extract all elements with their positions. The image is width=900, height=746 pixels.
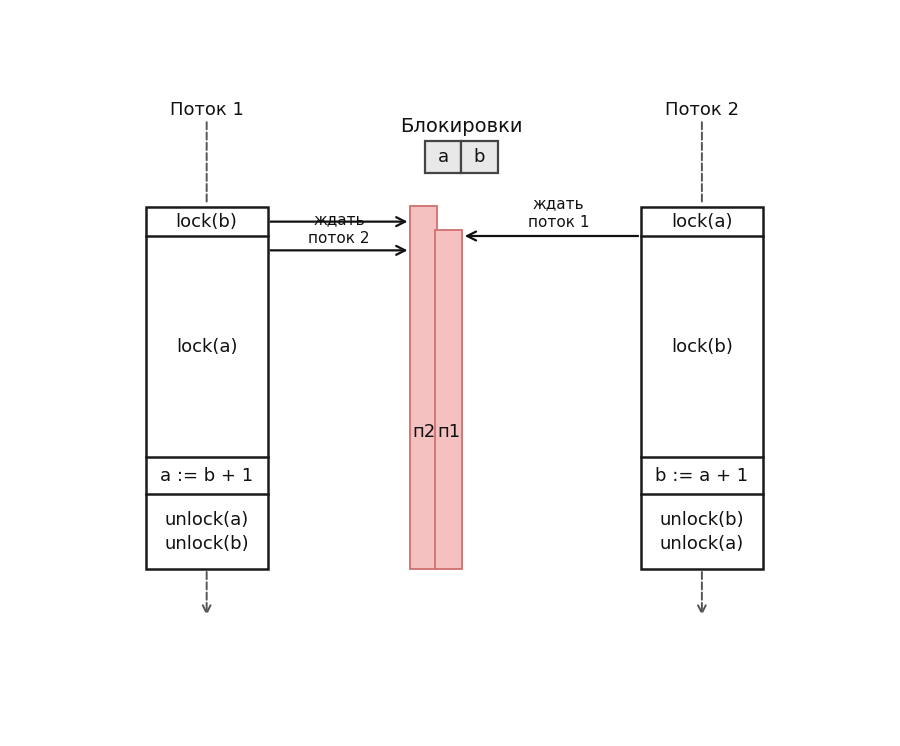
- Text: lock(b): lock(b): [670, 338, 733, 356]
- Bar: [146, 207, 267, 569]
- Text: Блокировки: Блокировки: [400, 117, 523, 137]
- Text: п1: п1: [437, 423, 460, 441]
- Text: a: a: [437, 148, 449, 166]
- Bar: [425, 141, 461, 173]
- Text: Поток 2: Поток 2: [665, 101, 739, 119]
- Bar: [641, 207, 763, 569]
- Text: lock(b): lock(b): [176, 213, 238, 231]
- Bar: [436, 231, 462, 569]
- Text: a := b + 1: a := b + 1: [160, 467, 253, 485]
- Text: unlock(b)
unlock(a): unlock(b) unlock(a): [660, 511, 744, 553]
- Bar: [410, 206, 436, 569]
- Text: b := a + 1: b := a + 1: [655, 467, 749, 485]
- Text: ждать
поток 2: ждать поток 2: [309, 212, 370, 245]
- Bar: [461, 141, 498, 173]
- Text: lock(a): lock(a): [671, 213, 733, 231]
- Text: п2: п2: [412, 423, 436, 441]
- Text: unlock(a)
unlock(b): unlock(a) unlock(b): [165, 511, 249, 553]
- Text: Поток 1: Поток 1: [170, 101, 244, 119]
- Text: lock(a): lock(a): [176, 338, 238, 356]
- Text: b: b: [473, 148, 485, 166]
- Text: ждать
поток 1: ждать поток 1: [527, 197, 590, 231]
